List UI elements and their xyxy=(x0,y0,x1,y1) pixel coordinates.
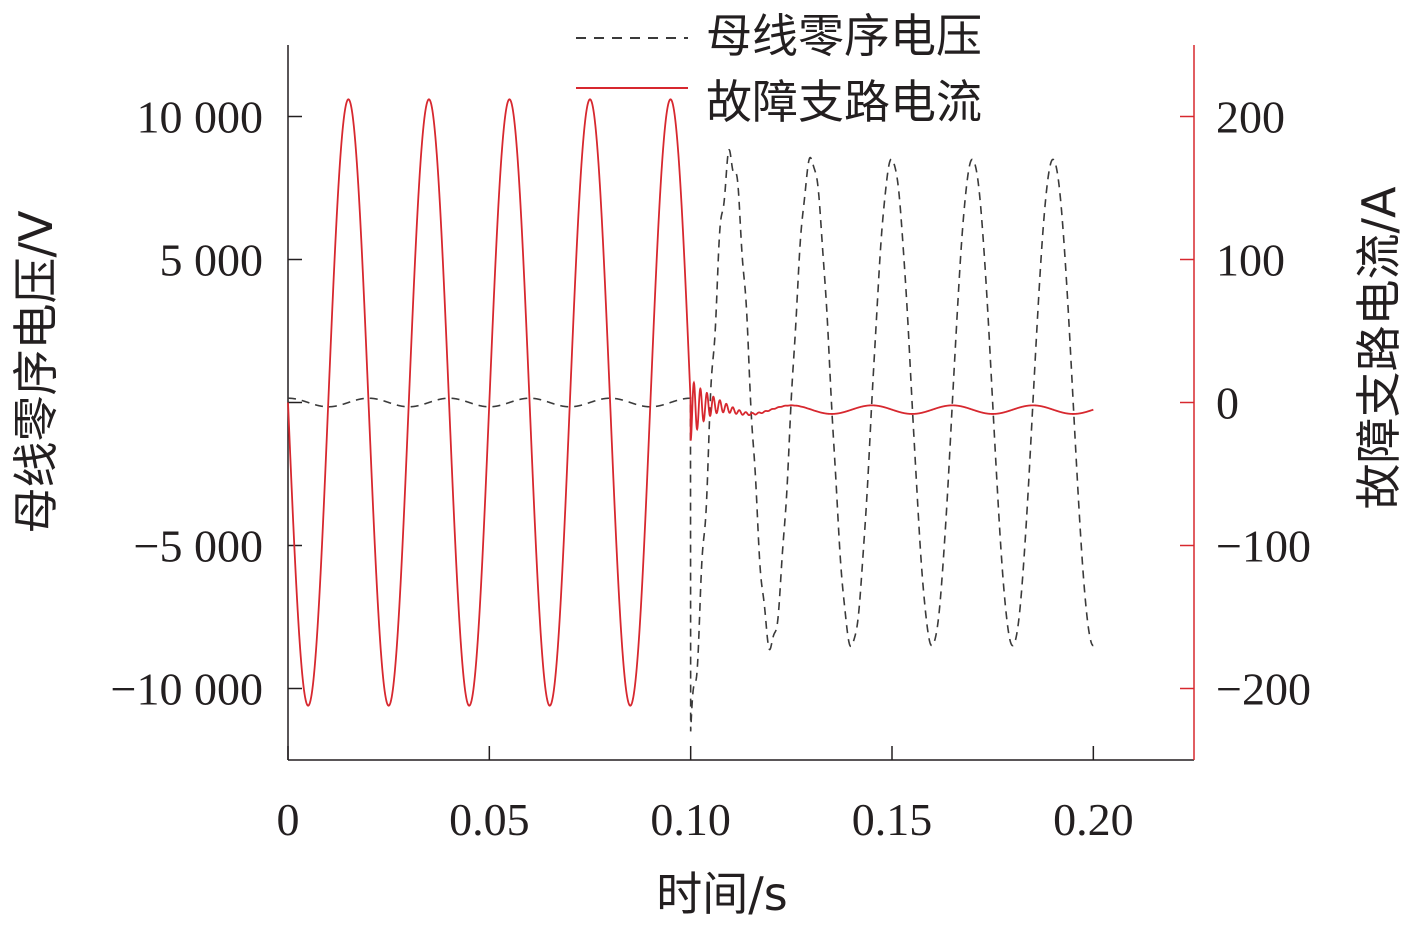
y-right-tick-label: −100 xyxy=(1216,521,1311,572)
series-current-line xyxy=(287,98,1094,707)
y-right-tick-label: 200 xyxy=(1216,92,1285,143)
y-left-tick-label: 10 000 xyxy=(137,92,264,143)
y-right-tick-label: 100 xyxy=(1216,235,1285,286)
axes xyxy=(287,45,1195,761)
series xyxy=(287,98,1094,732)
y-left-tick-label: −10 000 xyxy=(111,664,263,715)
y-left-tick-label: −5 000 xyxy=(134,521,263,572)
x-tick-label: 0.15 xyxy=(852,794,933,845)
x-tick-label: 0 xyxy=(277,794,300,845)
legend-current-label: 故障支路电流 xyxy=(706,75,982,129)
y-left-tick-label: 5 000 xyxy=(160,235,264,286)
x-tick-label: 0.20 xyxy=(1053,794,1134,845)
y-right-tick-label: −200 xyxy=(1216,664,1311,715)
x-tick-label: 0.05 xyxy=(449,794,530,845)
labels: 时间/s 母线零序电压/V 故障支路电流/A xyxy=(9,186,1406,921)
legend-voltage-label: 母线零序电压 xyxy=(706,9,982,63)
y-left-axis-title: 母线零序电压/V xyxy=(9,210,63,533)
series-voltage-line xyxy=(288,148,1094,732)
x-axis-title: 时间/s xyxy=(656,867,787,921)
x-tick-label: 0.10 xyxy=(650,794,731,845)
y-right-tick-label: 0 xyxy=(1216,378,1239,429)
y-right-axis-title: 故障支路电流/A xyxy=(1352,186,1406,509)
ticks: 0 0.05 0.10 0.15 0.20 10 000 5 000 −5 000 −10 00… xyxy=(111,92,1311,846)
